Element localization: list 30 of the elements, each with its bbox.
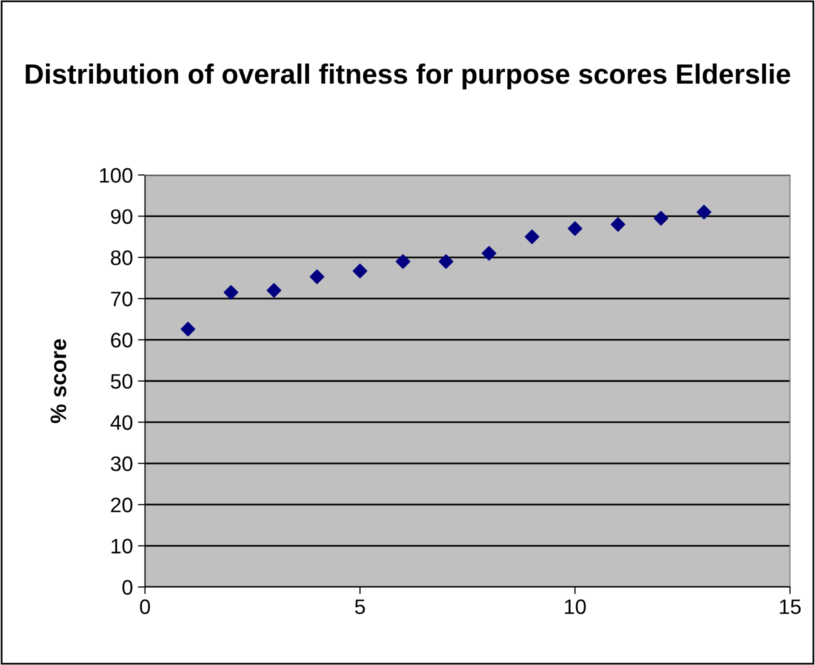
y-tick-label: 0 [122,580,132,595]
x-tick-label: 5 [355,600,365,614]
point [352,264,368,278]
y-axis-title: % score [50,339,66,424]
point [524,230,540,244]
y-tick-label: 90 [111,209,132,224]
point [310,269,324,284]
x-tick-label: 0 [140,599,150,614]
point [654,210,668,226]
point [180,322,196,336]
y-tick-label: 30 [110,456,132,472]
point [266,283,282,298]
point [610,217,626,232]
x-tick-label: 15 [780,600,801,614]
point [568,221,582,236]
point [396,254,410,269]
chart-title: Distribution of overall fitness for purpose scores Elderslie [26,64,790,90]
y-tick-label: 20 [111,498,132,512]
point [482,246,496,261]
y-tick-label: 100 [100,168,132,183]
point [696,204,712,220]
y-tick-label: 40 [110,415,132,430]
y-tick-label: 60 [111,332,132,348]
y-tick-label: 10 [112,538,132,554]
y-tick-label: 50 [110,374,132,389]
y-tick-label: 70 [111,292,132,306]
y-tick-label: 80 [110,250,132,266]
x-tick-label: 10 [565,599,586,614]
point [224,285,238,300]
point [438,254,454,269]
